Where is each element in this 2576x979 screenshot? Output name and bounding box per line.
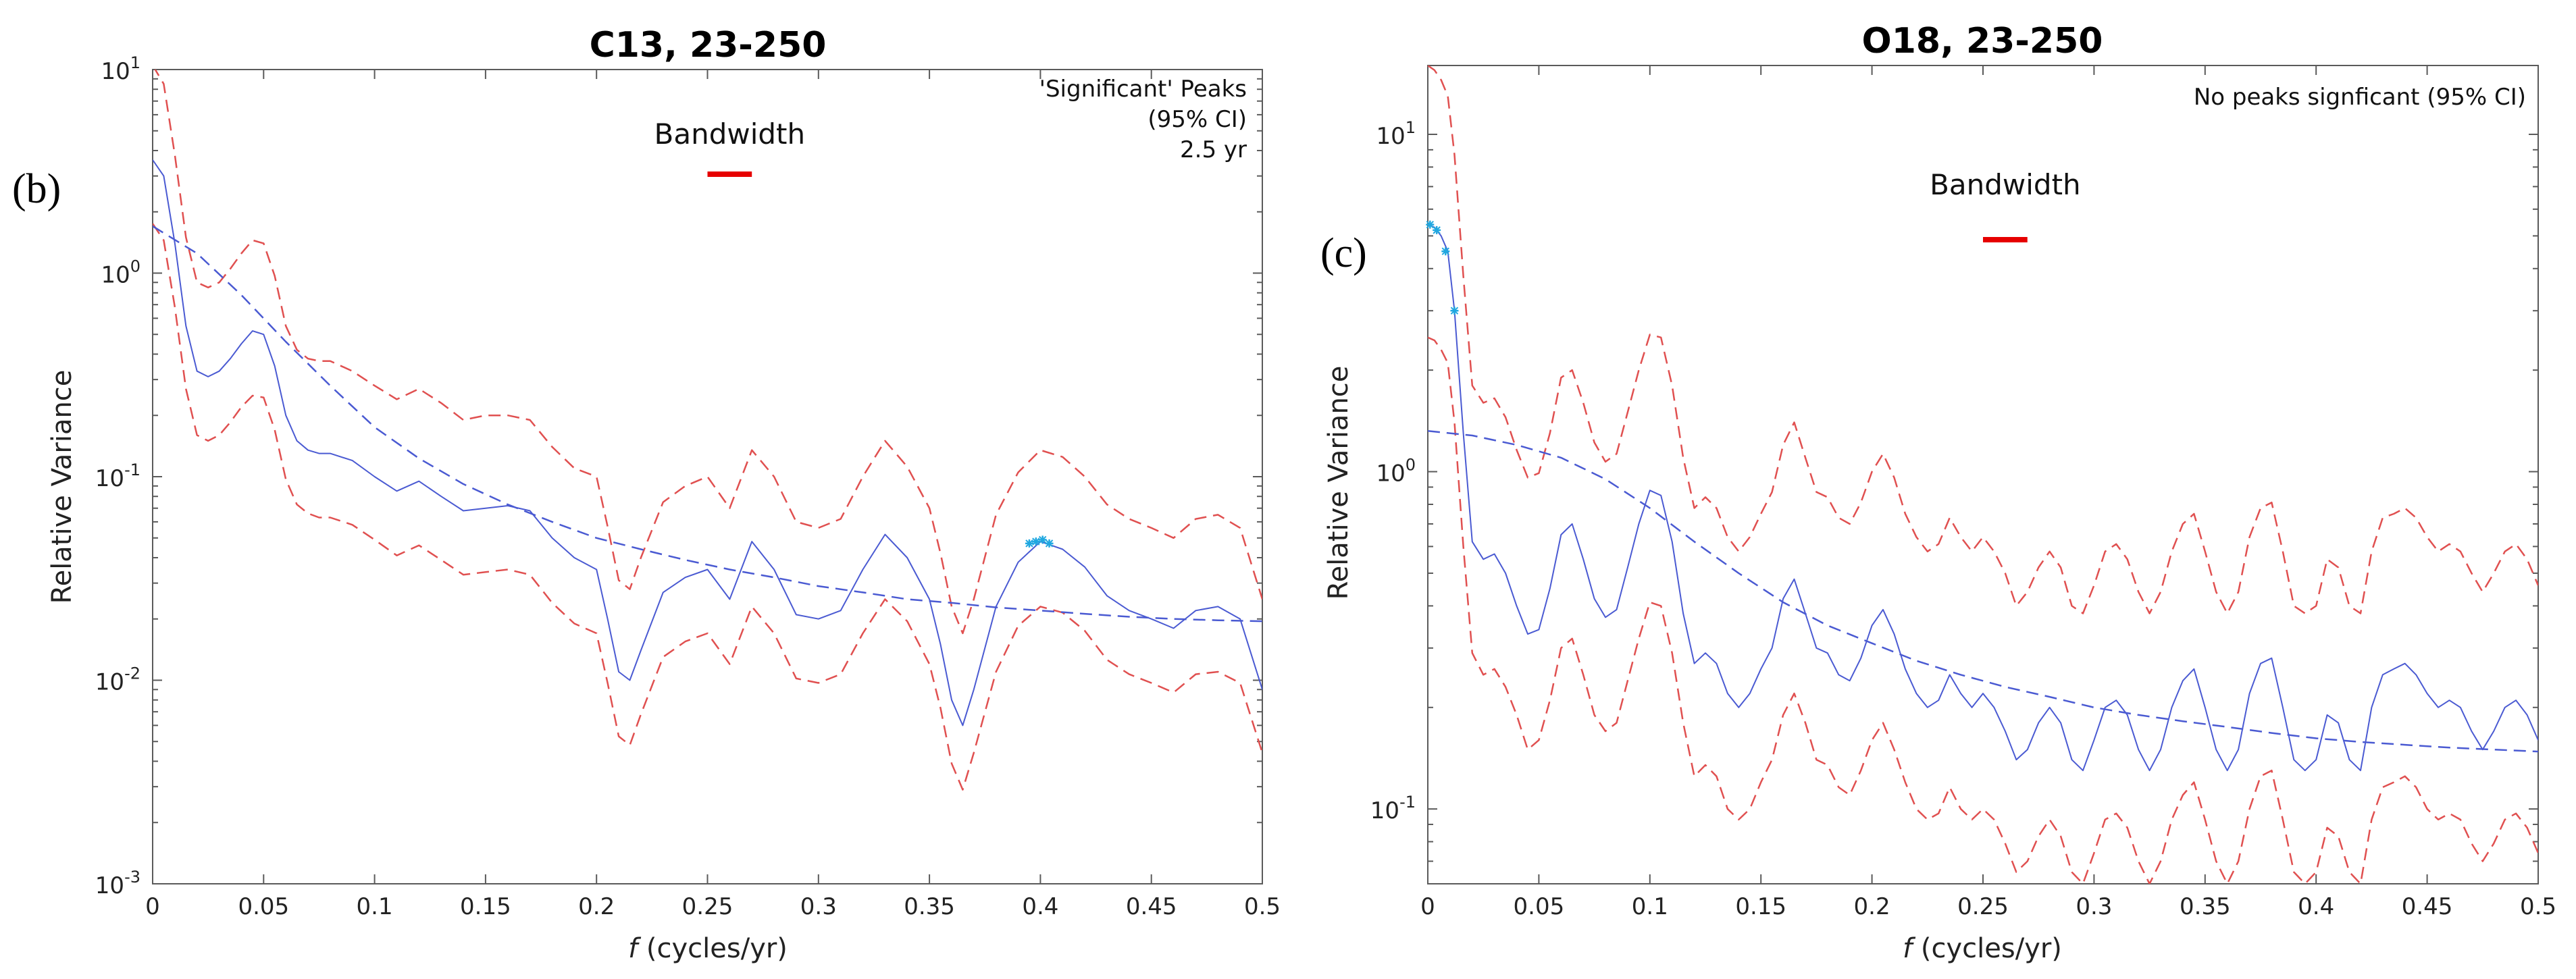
peak-marker-b	[1031, 537, 1040, 546]
x-axis-label-c: f (cycles/yr)	[1903, 933, 2062, 964]
chart-title-c: O18, 23-250	[1862, 21, 2103, 61]
bandwidth-label-c: Bandwidth	[1930, 168, 2081, 201]
x-tick-label-c: 0.3	[2076, 893, 2112, 920]
y-tick-label-b: 10-1	[95, 460, 140, 492]
x-tick-label-c: 0.2	[1854, 893, 1890, 920]
annotation-line-b: 'Significant' Peaks	[1039, 76, 1247, 103]
x-tick-label-b: 0.35	[904, 893, 955, 920]
x-tick-label-c: 0.1	[1632, 893, 1668, 920]
bandwidth-label-b: Bandwidth	[654, 117, 806, 151]
panel-label-b: (b)	[12, 166, 61, 212]
annotation-line-b: (95% CI)	[1148, 106, 1247, 133]
panel-label-c: (c)	[1320, 230, 1367, 276]
x-tick-label-b: 0.5	[1244, 893, 1281, 920]
y-tick-label-b: 100	[101, 257, 140, 289]
series-upper-95-ci-b	[154, 70, 1262, 635]
x-tick-label-b: 0.1	[357, 893, 393, 920]
plot-area-c: 0 0.05 0.1 0.15 0.2 0.25 0.3 0.35 0.4 0.45 0.5 10-1…	[1370, 65, 2556, 920]
x-tick-label-c: 0.05	[1514, 893, 1565, 920]
series-spectrum-b	[153, 159, 1262, 726]
x-tick-label-b: 0.25	[682, 893, 733, 920]
chart-title-b: C13, 23-250	[590, 25, 827, 65]
plot-area-b: 0 0.05 0.1 0.15 0.2 0.25 0.3 0.35 0.4 0.45 0.5 10-3…	[95, 53, 1281, 920]
annotation-line-c: No peaks signficant (95% CI)	[2194, 84, 2526, 111]
x-tick-label-b: 0.4	[1022, 893, 1058, 920]
y-axis-label-c: Relative Variance	[1323, 366, 1354, 600]
y-tick-label-c: 100	[1376, 456, 1416, 487]
peak-marker-c	[1426, 220, 1435, 229]
x-tick-label-b: 0	[145, 893, 160, 920]
x-axis-label-b-unit: (cycles/yr)	[638, 933, 788, 964]
peak-marker-b	[1025, 539, 1033, 548]
y-tick-label-b: 10-3	[95, 868, 140, 899]
peak-marker-c	[1441, 247, 1450, 256]
x-axis-label-c-unit: (cycles/yr)	[1912, 933, 2062, 964]
chart-panel-b: (b) C13, 23-250 Relative Variance f (cyc…	[12, 25, 1281, 964]
y-tick-label-c: 10-1	[1370, 793, 1416, 824]
peak-marker-b	[1045, 539, 1054, 548]
x-tick-label-b: 0.45	[1126, 893, 1177, 920]
x-tick-label-c: 0	[1420, 893, 1435, 920]
x-tick-label-b: 0.05	[238, 893, 289, 920]
chart-panel-c: (c) O18, 23-250 Relative Variance f (cyc…	[1320, 21, 2556, 964]
x-tick-label-c: 0.15	[1735, 893, 1786, 920]
series-red-noise-background-b	[153, 225, 1262, 623]
series-spectrum-c	[1428, 223, 2538, 772]
annotation-line-b: 2.5 yr	[1180, 136, 1247, 163]
x-tick-label-b: 0.15	[460, 893, 511, 920]
y-tick-label-b: 101	[101, 53, 140, 85]
series-lower-95-ci-c	[1428, 336, 2538, 884]
x-tick-label-c: 0.5	[2520, 893, 2556, 920]
x-tick-label-c: 0.45	[2402, 893, 2453, 920]
x-tick-label-b: 0.2	[578, 893, 615, 920]
x-axis-label-b: f (cycles/yr)	[628, 933, 788, 964]
peak-marker-b	[1038, 535, 1047, 544]
x-tick-label-b: 0.3	[800, 893, 837, 920]
x-tick-label-c: 0.4	[2298, 893, 2334, 920]
peak-marker-c	[1450, 307, 1459, 315]
y-tick-label-b: 10-2	[95, 664, 140, 696]
y-tick-label-c: 101	[1376, 118, 1416, 150]
x-tick-label-c: 0.25	[1957, 893, 2009, 920]
y-axis-label-b: Relative Variance	[47, 370, 78, 604]
peak-marker-c	[1433, 226, 1441, 234]
x-tick-label-c: 0.35	[2180, 893, 2231, 920]
series-upper-95-ci-c	[1428, 65, 2538, 614]
series-red-noise-background-c	[1428, 430, 2538, 753]
